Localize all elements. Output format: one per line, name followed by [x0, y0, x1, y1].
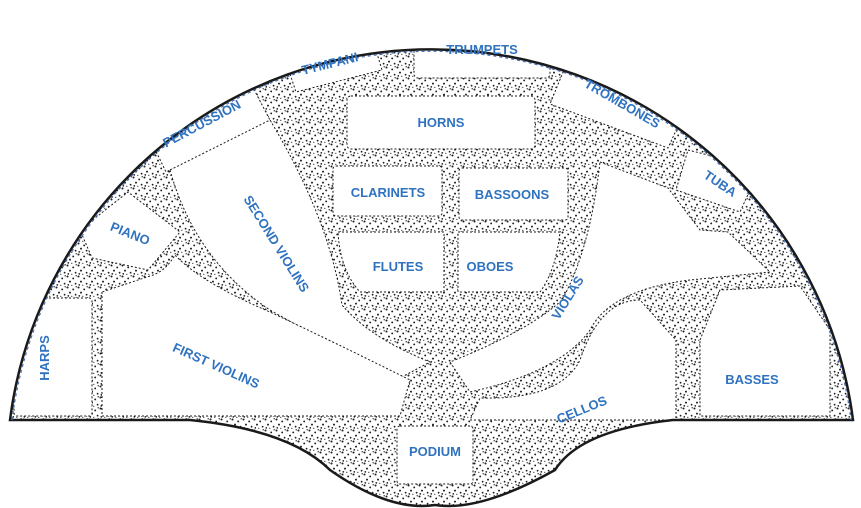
oboes-label: OBOES: [467, 259, 514, 274]
clarinets-label: CLARINETS: [351, 185, 426, 200]
podium-section: [396, 425, 474, 485]
basses-label: BASSES: [725, 372, 779, 387]
harps-label: HARPS: [37, 335, 52, 381]
stage-outline: [8, 48, 855, 508]
horns-section: [346, 95, 536, 150]
stage-rim: [11, 50, 852, 421]
cellos-section: [469, 299, 677, 421]
piano-section: [79, 191, 181, 271]
clarinets-section: [332, 165, 443, 217]
harps-section: [13, 297, 93, 417]
bassoons-section: [458, 167, 569, 221]
second-violins-section: [169, 119, 432, 379]
bassoons-label: BASSOONS: [475, 187, 550, 202]
first-violins-section: [101, 254, 411, 417]
podium-label: PODIUM: [409, 444, 461, 459]
flutes-section: [337, 231, 445, 293]
trumpets-label: TRUMPETS: [446, 42, 518, 57]
basses-section: [699, 285, 831, 417]
violas-section: [449, 161, 772, 393]
oboes-section: [457, 231, 561, 293]
flutes-label: FLUTES: [373, 259, 424, 274]
horns-label: HORNS: [418, 115, 465, 130]
